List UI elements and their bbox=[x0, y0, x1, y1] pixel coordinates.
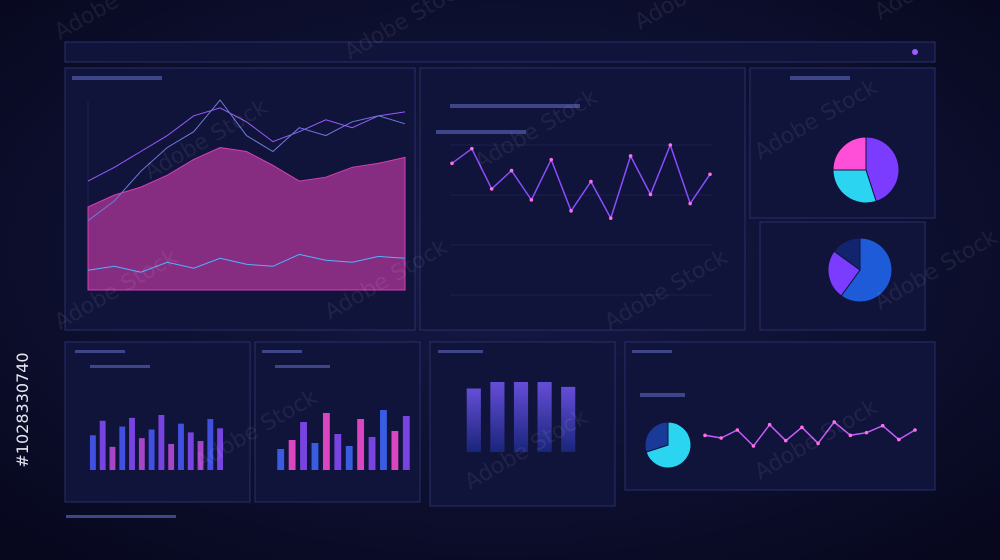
point bbox=[848, 433, 853, 438]
bar bbox=[207, 419, 214, 470]
point bbox=[767, 422, 772, 427]
bar bbox=[357, 419, 365, 470]
pie-slice bbox=[644, 421, 669, 453]
panel bbox=[419, 67, 746, 331]
pie-slice bbox=[840, 237, 893, 303]
point bbox=[529, 198, 534, 202]
point bbox=[628, 154, 633, 158]
bar bbox=[187, 432, 194, 470]
bar bbox=[178, 423, 184, 470]
point bbox=[589, 179, 593, 184]
point bbox=[549, 157, 554, 162]
image-id: #1028330740 bbox=[13, 352, 32, 467]
bar bbox=[197, 441, 204, 470]
area bbox=[87, 146, 406, 291]
point bbox=[832, 420, 837, 424]
line bbox=[451, 142, 711, 221]
panel bbox=[254, 341, 421, 503]
placeholder-text bbox=[66, 76, 850, 518]
point bbox=[668, 143, 673, 147]
point bbox=[864, 430, 869, 435]
line bbox=[87, 253, 406, 273]
bar bbox=[391, 431, 399, 470]
point bbox=[648, 192, 653, 197]
pie-slice bbox=[832, 169, 877, 204]
point bbox=[800, 425, 804, 430]
bar bbox=[311, 443, 319, 470]
point bbox=[703, 433, 707, 438]
bar bbox=[277, 449, 285, 470]
bar bbox=[109, 446, 116, 470]
bar bbox=[345, 446, 353, 470]
pie-slice bbox=[827, 250, 861, 297]
bar bbox=[288, 440, 296, 470]
bar bbox=[513, 382, 529, 452]
bar bbox=[168, 443, 175, 470]
point bbox=[816, 441, 820, 446]
bar bbox=[561, 386, 576, 452]
bar bbox=[322, 413, 330, 470]
point bbox=[783, 438, 788, 443]
point bbox=[708, 172, 712, 177]
point bbox=[608, 216, 613, 220]
line bbox=[87, 107, 406, 182]
point bbox=[751, 444, 756, 448]
bar bbox=[300, 422, 307, 470]
point bbox=[489, 187, 494, 191]
pie-slice bbox=[645, 421, 692, 469]
pie-slice bbox=[833, 237, 861, 271]
line bbox=[87, 99, 406, 222]
pie-slice bbox=[865, 136, 900, 203]
bar bbox=[138, 438, 145, 470]
point bbox=[450, 161, 454, 166]
bar bbox=[217, 428, 224, 470]
bar bbox=[537, 382, 552, 452]
point bbox=[688, 201, 692, 206]
point bbox=[569, 209, 573, 213]
bar bbox=[119, 426, 126, 470]
point bbox=[880, 423, 885, 428]
bar bbox=[334, 434, 342, 470]
point bbox=[470, 146, 474, 151]
bar bbox=[490, 382, 505, 452]
point bbox=[897, 437, 901, 442]
bar bbox=[380, 410, 387, 470]
bar bbox=[129, 417, 135, 470]
point bbox=[719, 436, 723, 440]
bar bbox=[158, 415, 165, 470]
bar bbox=[402, 416, 410, 470]
pie-slice bbox=[832, 136, 867, 171]
bar bbox=[89, 435, 96, 470]
top-bar bbox=[64, 41, 936, 63]
bar bbox=[99, 420, 106, 470]
point bbox=[913, 428, 917, 432]
bar bbox=[368, 437, 376, 470]
point bbox=[509, 168, 514, 173]
line bbox=[704, 420, 916, 448]
avatar[interactable] bbox=[912, 49, 918, 55]
point bbox=[735, 428, 740, 432]
panel bbox=[64, 341, 251, 503]
bar bbox=[148, 429, 155, 470]
bar bbox=[466, 388, 481, 452]
